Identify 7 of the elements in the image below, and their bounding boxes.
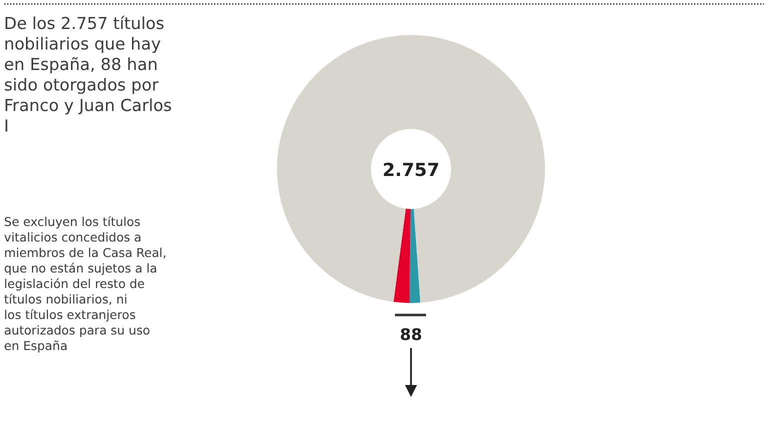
donut-slice bbox=[409, 208, 420, 303]
donut-slice bbox=[277, 35, 545, 303]
text: 2.757 bbox=[382, 160, 440, 181]
donut-slice bbox=[393, 208, 411, 303]
text: Se excluyen los títulos vitalicios concedidos a miembros de la Casa Real, que no están sujetos a la legislación del resto de títulos nobiliarios, ni los títulos extranjeros autorizados para su uso en España bbox=[4, 215, 166, 353]
text: 88 bbox=[400, 325, 422, 344]
text: De los 2.757 títulos nobiliarios que hay en España, 88 han sido otorgados por Franco y Juan Carlos I bbox=[4, 14, 172, 136]
